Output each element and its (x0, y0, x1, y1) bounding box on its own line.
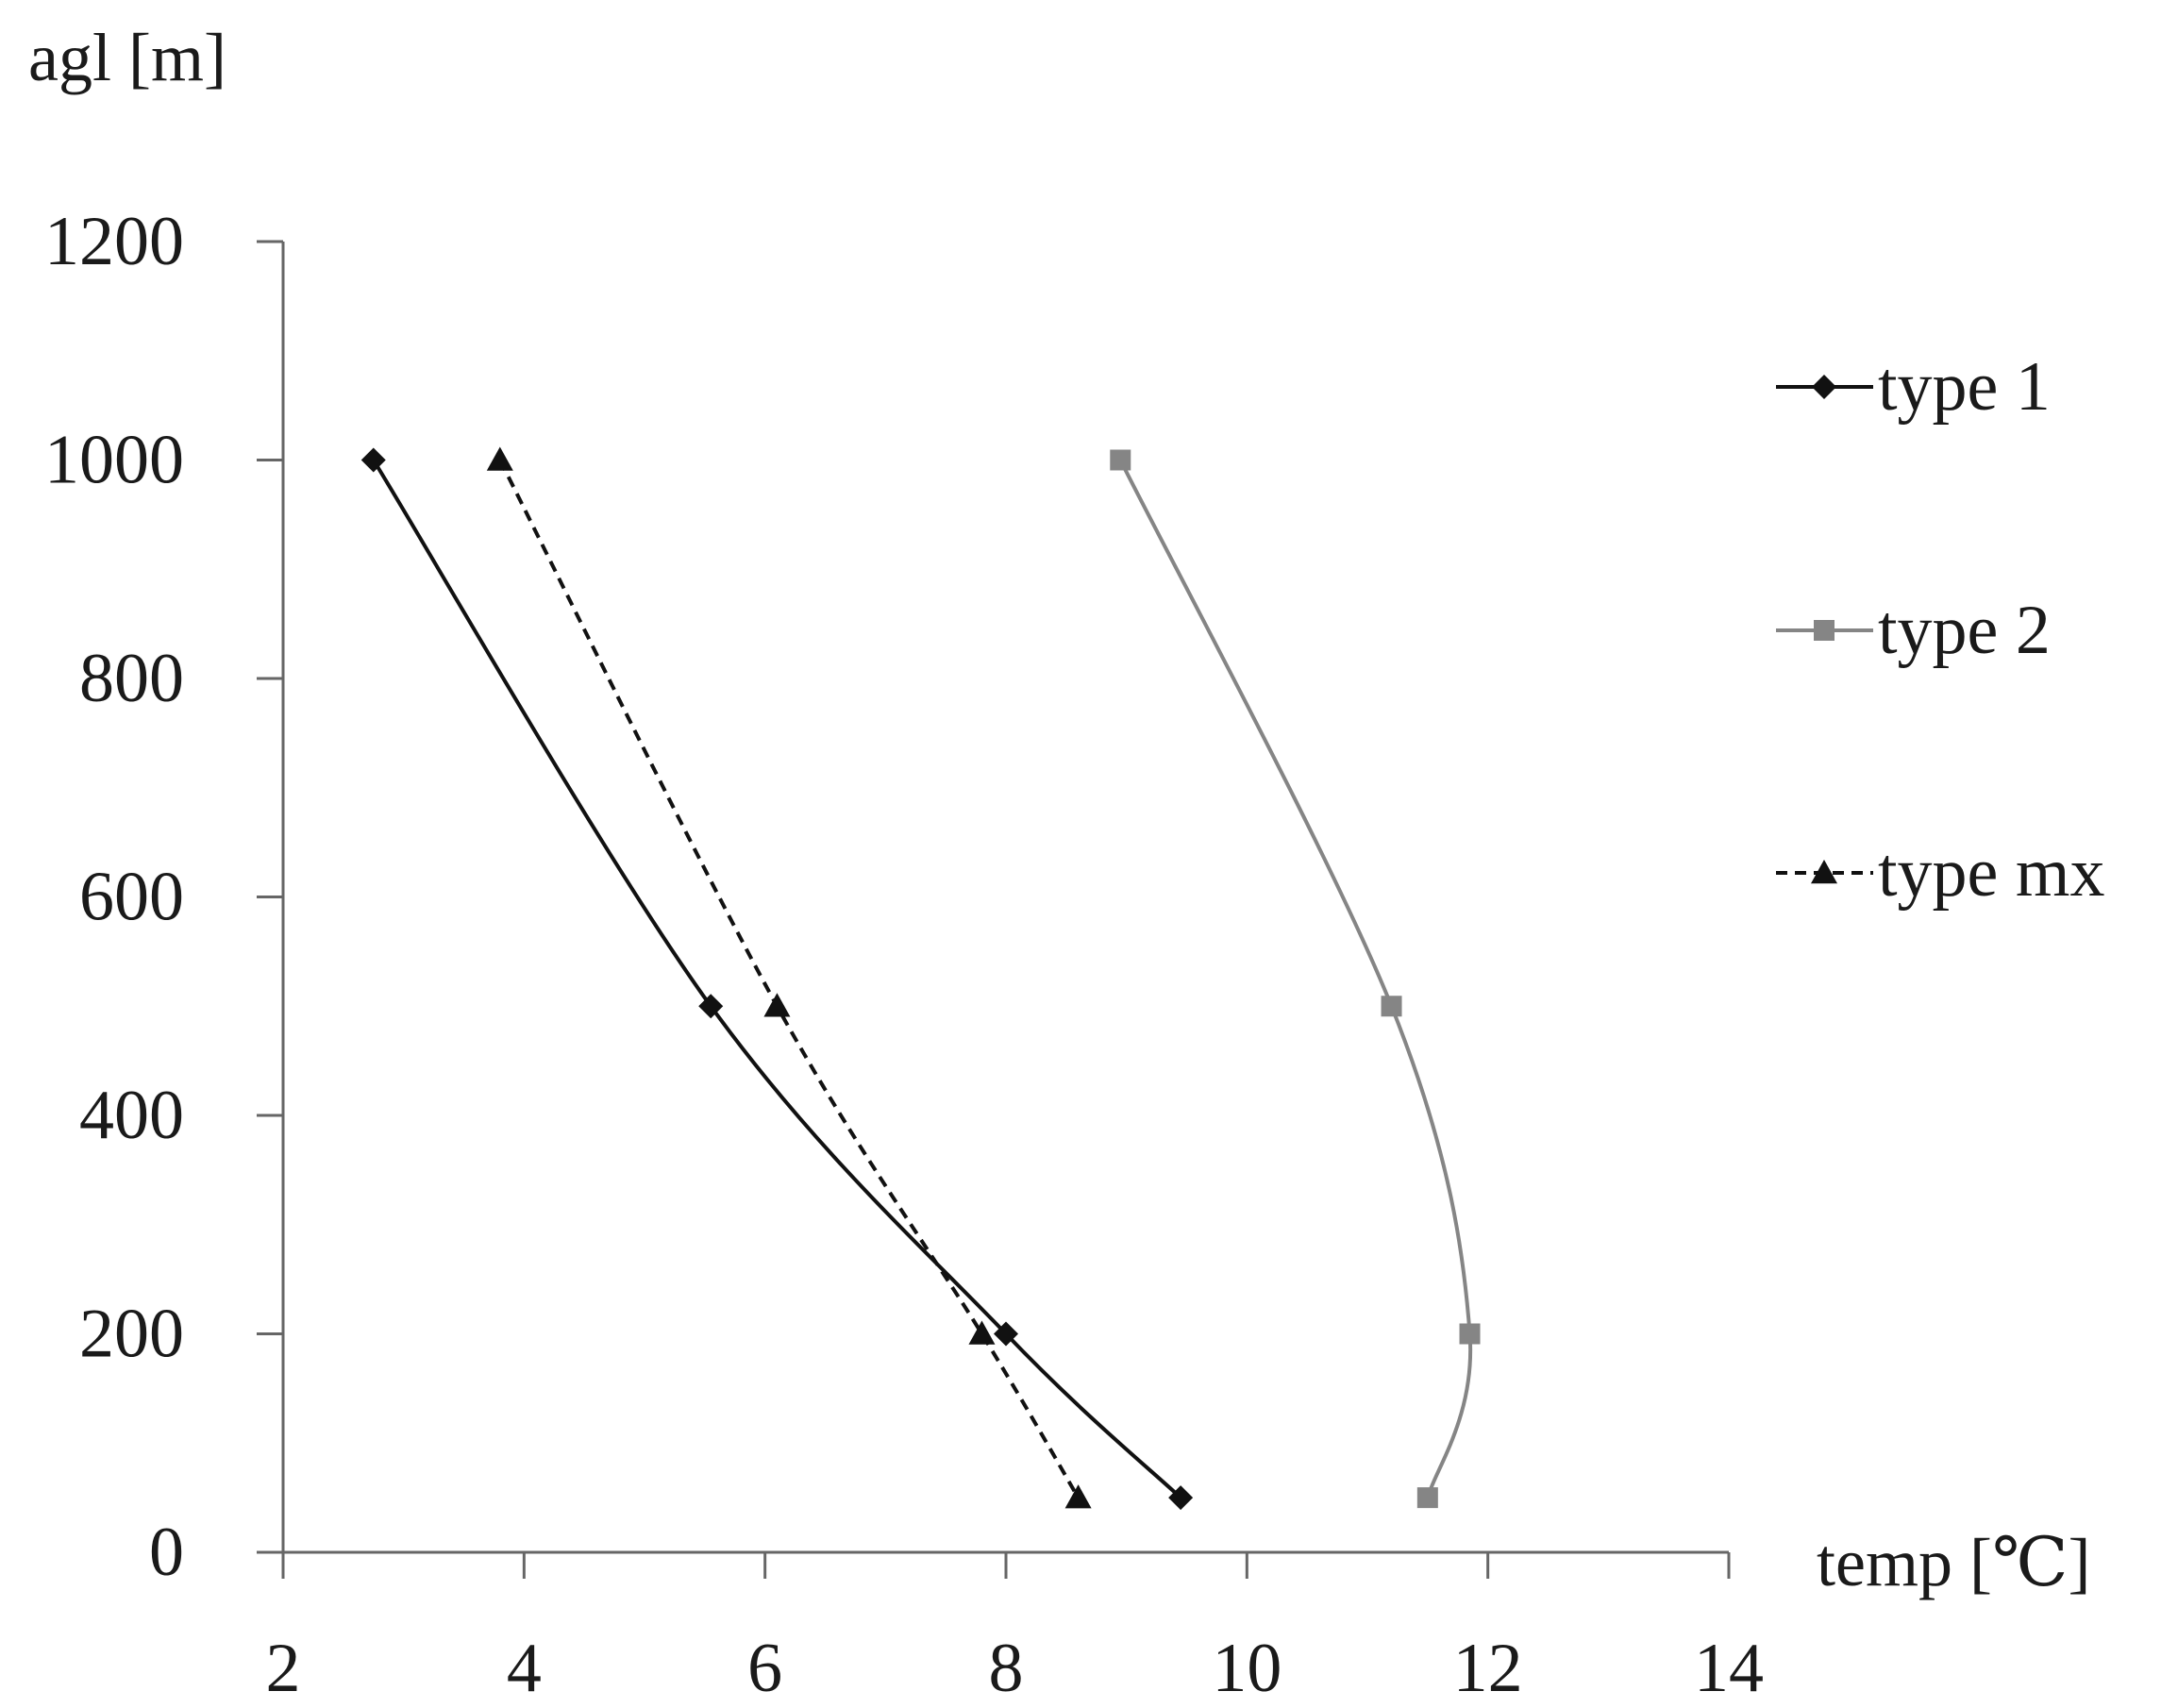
legend-label: type 1 (1878, 348, 2051, 426)
data-point-type-2 (1381, 996, 1402, 1017)
x-tick-label: 12 (1453, 1630, 1523, 1707)
legend-marker-type-2 (1814, 620, 1835, 641)
series-type-1 (360, 447, 1194, 1511)
series-line-type-1 (372, 459, 1182, 1499)
legend-item-type-mx: type mx (1776, 834, 2104, 912)
data-point-type-1 (1168, 1485, 1194, 1511)
x-axis-title: temp [℃] (1817, 1525, 2090, 1600)
data-point-type-mx (968, 1320, 996, 1345)
y-tick-label: 1000 (44, 422, 184, 499)
x-tick-label: 10 (1212, 1630, 1282, 1707)
y-axis-title: agl [m] (28, 20, 226, 95)
data-point-type-1 (360, 447, 386, 473)
data-point-type-2 (1416, 1487, 1438, 1509)
data-point-type-mx (1064, 1484, 1092, 1509)
legend-label: type 2 (1878, 592, 2051, 669)
data-point-type-1 (994, 1321, 1018, 1347)
y-tick-label: 800 (79, 640, 184, 717)
y-tick-label: 600 (79, 859, 184, 936)
series-line-type-2 (1118, 459, 1473, 1499)
x-tick-label: 14 (1694, 1630, 1764, 1707)
x-tick-label: 4 (507, 1630, 542, 1707)
y-axis-ticks: 0 200 400 600 800 1000 1200 (44, 203, 283, 1591)
x-tick-label: 6 (747, 1630, 782, 1707)
data-point-type-mx (486, 446, 513, 471)
x-axis-ticks: 2 4 6 8 10 12 14 (266, 1552, 1764, 1707)
series-type-2 (1110, 449, 1481, 1509)
x-tick-label: 8 (989, 1630, 1024, 1707)
series-line-type-mx (498, 459, 1081, 1499)
legend-marker-type-mx (1811, 860, 1837, 884)
y-tick-label: 400 (79, 1077, 184, 1154)
legend-marker-type-1 (1812, 375, 1836, 399)
data-point-type-mx (763, 993, 791, 1017)
legend-item-type-2: type 2 (1776, 592, 2051, 669)
series-layer (360, 446, 1481, 1511)
x-tick-label: 2 (266, 1630, 301, 1707)
y-tick-label: 0 (149, 1514, 184, 1591)
data-point-type-2 (1459, 1323, 1481, 1345)
data-point-type-2 (1110, 449, 1131, 471)
legend-item-type-1: type 1 (1776, 348, 2051, 426)
series-type-mx (486, 446, 1092, 1509)
data-point-type-1 (698, 994, 724, 1019)
y-tick-label: 200 (79, 1296, 184, 1373)
legend-label: type mx (1878, 834, 2104, 912)
legend: type 1 type 2 type mx (1776, 348, 2104, 912)
y-tick-label: 1200 (44, 203, 184, 280)
